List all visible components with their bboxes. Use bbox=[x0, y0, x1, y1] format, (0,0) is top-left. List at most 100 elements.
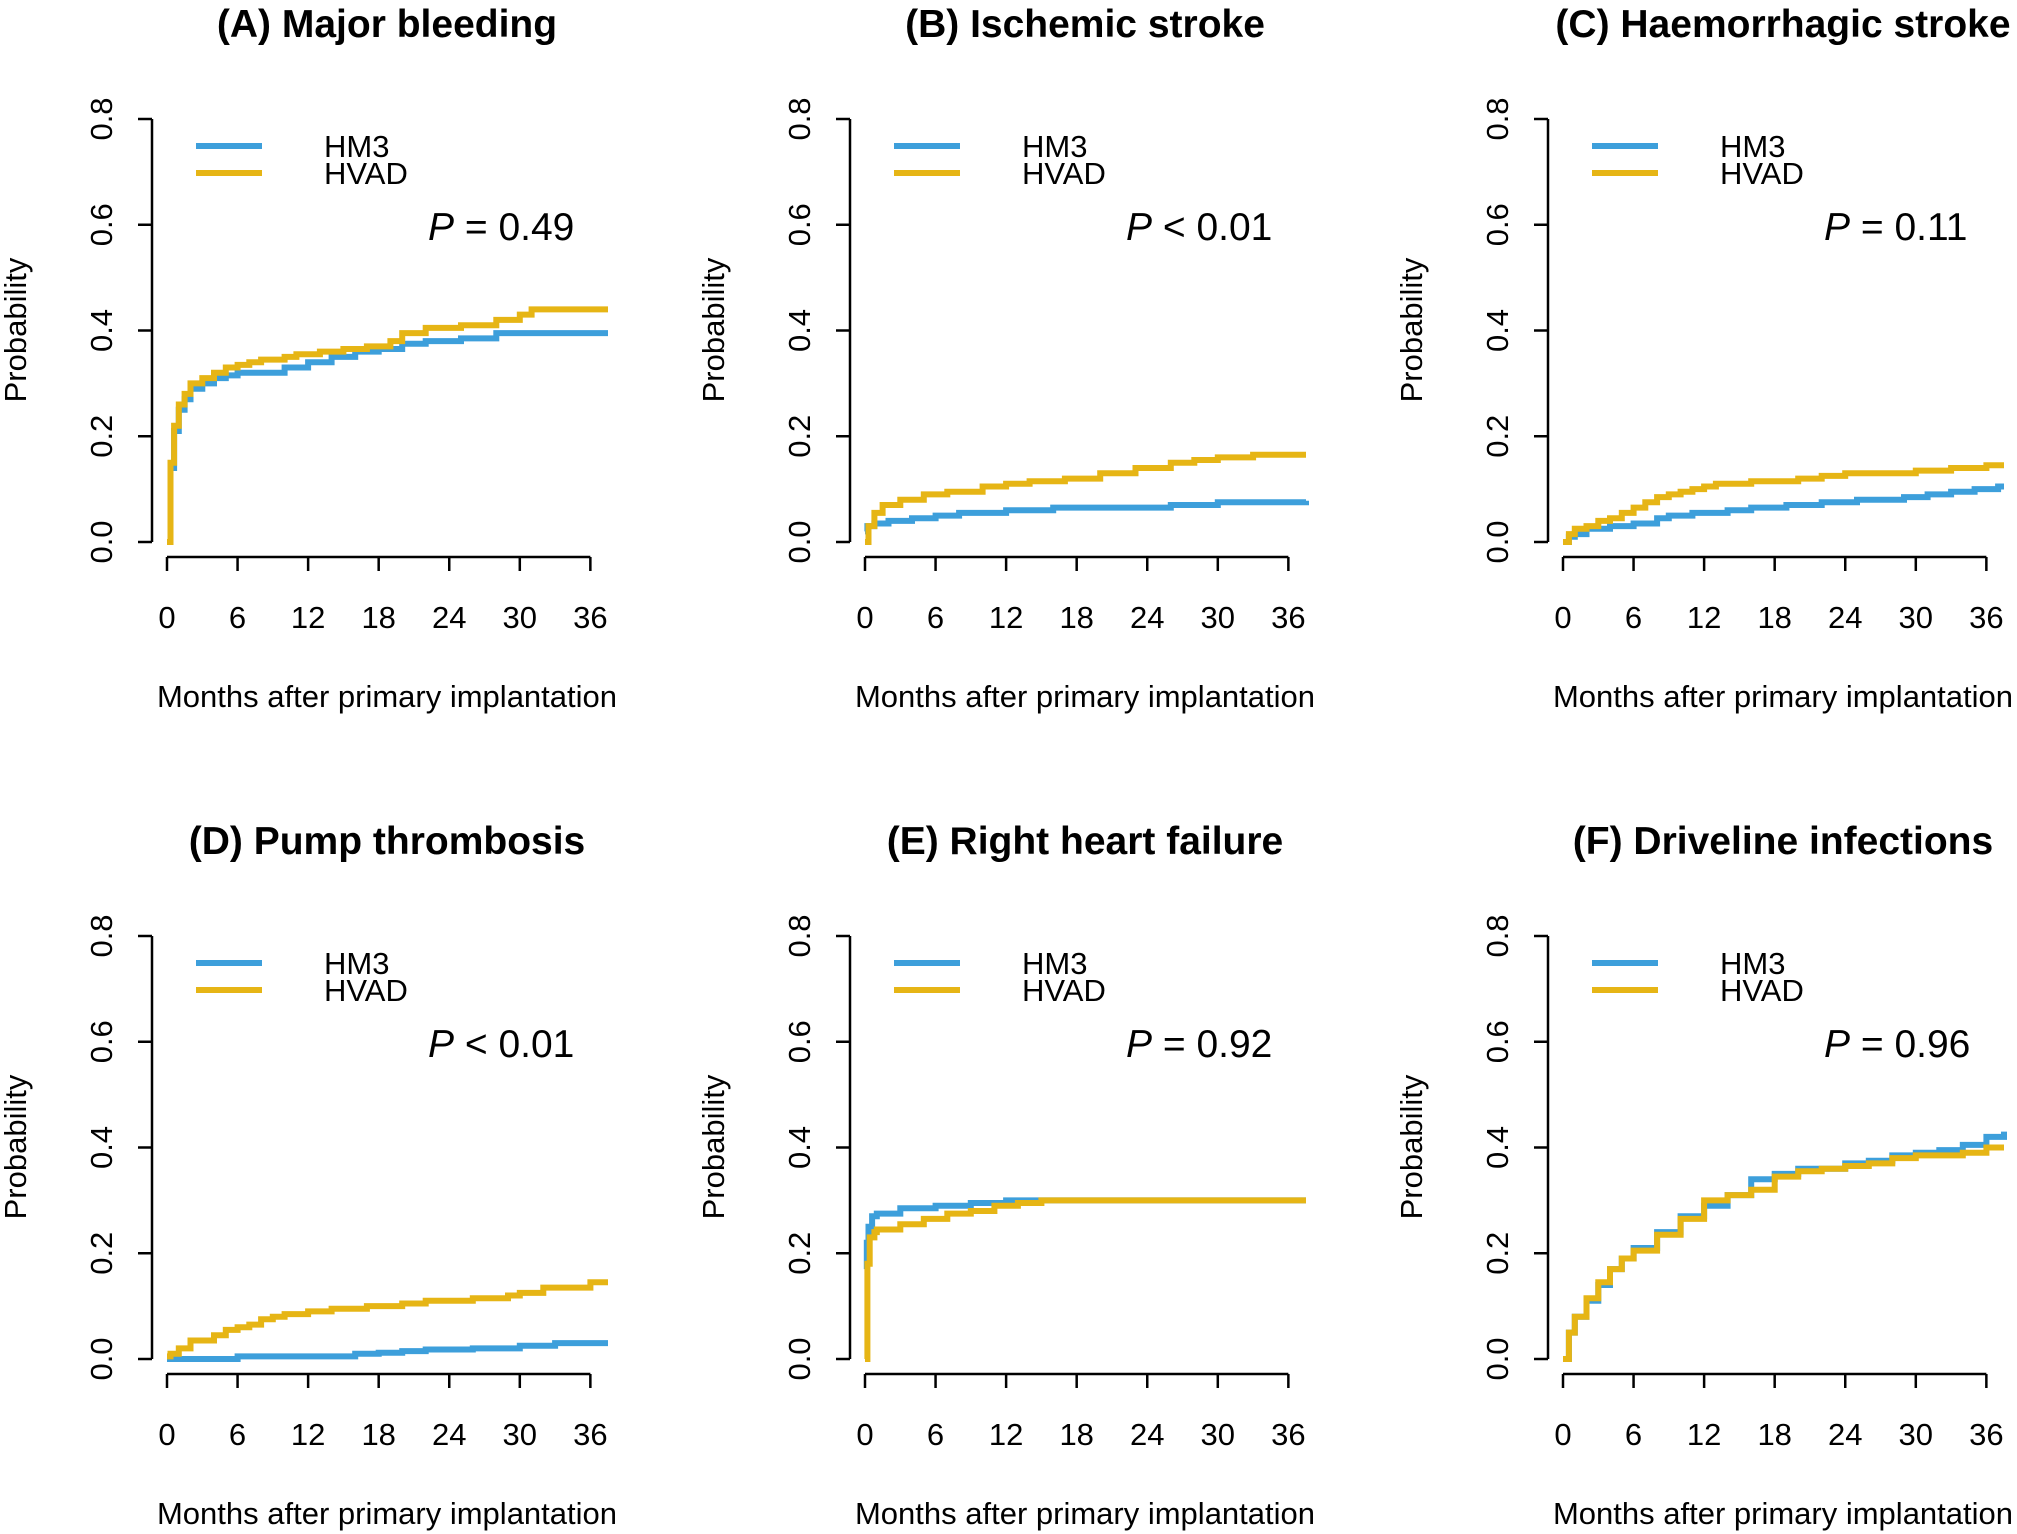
legend-label-hvad: HVAD bbox=[1022, 156, 1106, 191]
p-value: P < 0.01 bbox=[428, 1023, 574, 1066]
p-value-symbol: P bbox=[1126, 1023, 1152, 1066]
y-tick-label: 0.4 bbox=[1480, 309, 1515, 352]
series-line-hvad bbox=[865, 451, 1306, 545]
y-tick-label: 0.6 bbox=[84, 203, 119, 246]
series-line-hm3 bbox=[863, 1197, 1306, 1273]
legend-label-hvad: HVAD bbox=[1022, 973, 1106, 1008]
panel-title: (B) Ischemic stroke bbox=[905, 3, 1265, 46]
y-axis-label: Probability bbox=[696, 1074, 731, 1219]
y-tick-label: 0.8 bbox=[84, 914, 119, 957]
series-line-hm3 bbox=[864, 499, 1309, 535]
y-tick-label: 0.4 bbox=[782, 309, 817, 352]
p-value-text: = 0.96 bbox=[1850, 1023, 1970, 1066]
p-value-symbol: P bbox=[1824, 1023, 1850, 1066]
x-tick-label: 30 bbox=[503, 1417, 537, 1452]
y-tick-label: 0.6 bbox=[1480, 203, 1515, 246]
legend-label-hm3: HM3 bbox=[324, 946, 389, 981]
x-tick-label: 18 bbox=[1757, 600, 1791, 635]
series-line-hvad bbox=[1563, 1144, 2004, 1362]
p-value: P = 0.49 bbox=[428, 206, 574, 249]
x-tick-label: 6 bbox=[927, 1417, 944, 1452]
y-tick-label: 0.8 bbox=[782, 97, 817, 140]
x-tick-label: 24 bbox=[432, 1417, 466, 1452]
y-tick-label: 0.4 bbox=[1480, 1126, 1515, 1169]
legend-label-hvad: HVAD bbox=[1720, 156, 1804, 191]
y-tick-label: 0.0 bbox=[84, 1337, 119, 1380]
p-value: P = 0.11 bbox=[1824, 206, 1967, 249]
x-tick-label: 30 bbox=[1201, 600, 1235, 635]
x-tick-label: 36 bbox=[1969, 600, 2003, 635]
y-tick-label: 0.4 bbox=[84, 309, 119, 352]
p-value-symbol: P bbox=[428, 206, 454, 249]
x-tick-label: 6 bbox=[1625, 600, 1642, 635]
x-tick-label: 36 bbox=[573, 1417, 607, 1452]
x-tick-label: 6 bbox=[229, 1417, 246, 1452]
x-tick-label: 18 bbox=[1059, 1417, 1093, 1452]
legend-label-hm3: HM3 bbox=[1720, 946, 1785, 981]
y-tick-label: 0.0 bbox=[1480, 520, 1515, 563]
y-axis-label: Probability bbox=[696, 257, 731, 402]
legend-label-hvad: HVAD bbox=[1720, 973, 1804, 1008]
p-value-text: < 0.01 bbox=[1152, 206, 1272, 249]
panel-2: (B) Ischemic stroke 0 6 12 18 24 30 36 0.0 0.2 0.4… bbox=[696, 3, 1315, 714]
x-axis-label: Months after primary implantation bbox=[1553, 1496, 2013, 1531]
y-tick-label: 0.8 bbox=[1480, 914, 1515, 957]
y-tick-label: 0.8 bbox=[782, 914, 817, 957]
x-tick-label: 18 bbox=[361, 600, 395, 635]
panel-5: (E) Right heart failure 0 6 12 18 24 30 36 0.0 0.… bbox=[696, 820, 1315, 1531]
y-tick-label: 0.4 bbox=[782, 1126, 817, 1169]
p-value-symbol: P bbox=[1126, 206, 1152, 249]
y-axis-label: Probability bbox=[0, 1074, 33, 1219]
series-line-hvad bbox=[167, 306, 608, 545]
x-tick-label: 6 bbox=[229, 600, 246, 635]
p-value: P = 0.92 bbox=[1126, 1023, 1272, 1066]
x-tick-label: 0 bbox=[1554, 600, 1571, 635]
series-line-hm3 bbox=[167, 330, 608, 545]
x-axis-label: Months after primary implantation bbox=[1553, 679, 2013, 714]
panel-title: (C) Haemorrhagic stroke bbox=[1555, 3, 2010, 46]
y-tick-label: 0.0 bbox=[782, 1337, 817, 1380]
y-tick-label: 0.6 bbox=[84, 1020, 119, 1063]
x-tick-label: 24 bbox=[1130, 1417, 1164, 1452]
y-axis-label: Probability bbox=[1394, 1074, 1429, 1219]
series-line-hm3 bbox=[1563, 1131, 2007, 1362]
y-tick-label: 0.2 bbox=[782, 1232, 817, 1275]
x-tick-label: 18 bbox=[1059, 600, 1093, 635]
x-tick-label: 36 bbox=[1271, 600, 1305, 635]
legend-label-hm3: HM3 bbox=[324, 129, 389, 164]
panel-title: (D) Pump thrombosis bbox=[189, 820, 586, 863]
x-tick-label: 24 bbox=[1828, 1417, 1862, 1452]
panel-3: (C) Haemorrhagic stroke 0 6 12 18 24 30 36 0.0 0.… bbox=[1394, 3, 2013, 714]
panel-title: (F) Driveline infections bbox=[1573, 820, 1993, 863]
x-axis-label: Months after primary implantation bbox=[157, 679, 617, 714]
y-tick-label: 0.2 bbox=[782, 415, 817, 458]
x-tick-label: 18 bbox=[1757, 1417, 1791, 1452]
legend-label-hvad: HVAD bbox=[324, 156, 408, 191]
x-tick-label: 24 bbox=[432, 600, 466, 635]
x-tick-label: 0 bbox=[158, 1417, 175, 1452]
x-tick-label: 36 bbox=[573, 600, 607, 635]
legend-label-hm3: HM3 bbox=[1022, 129, 1087, 164]
x-tick-label: 30 bbox=[1201, 1417, 1235, 1452]
panel-6: (F) Driveline infections 0 6 12 18 24 30 36 0.0 0… bbox=[1394, 820, 2013, 1531]
y-tick-label: 0.6 bbox=[782, 203, 817, 246]
legend-label-hvad: HVAD bbox=[324, 973, 408, 1008]
x-axis-label: Months after primary implantation bbox=[855, 1496, 1315, 1531]
panel-title: (E) Right heart failure bbox=[887, 820, 1284, 863]
y-tick-label: 0.2 bbox=[84, 415, 119, 458]
y-tick-label: 0.2 bbox=[84, 1232, 119, 1275]
x-tick-label: 6 bbox=[927, 600, 944, 635]
x-tick-label: 12 bbox=[291, 1417, 325, 1452]
p-value: P < 0.01 bbox=[1126, 206, 1272, 249]
y-axis-label: Probability bbox=[1394, 257, 1429, 402]
y-tick-label: 0.0 bbox=[84, 520, 119, 563]
x-tick-label: 0 bbox=[856, 1417, 873, 1452]
p-value-text: < 0.01 bbox=[454, 1023, 574, 1066]
x-tick-label: 0 bbox=[856, 600, 873, 635]
x-axis-label: Months after primary implantation bbox=[855, 679, 1315, 714]
series-line-hvad bbox=[864, 1197, 1306, 1362]
